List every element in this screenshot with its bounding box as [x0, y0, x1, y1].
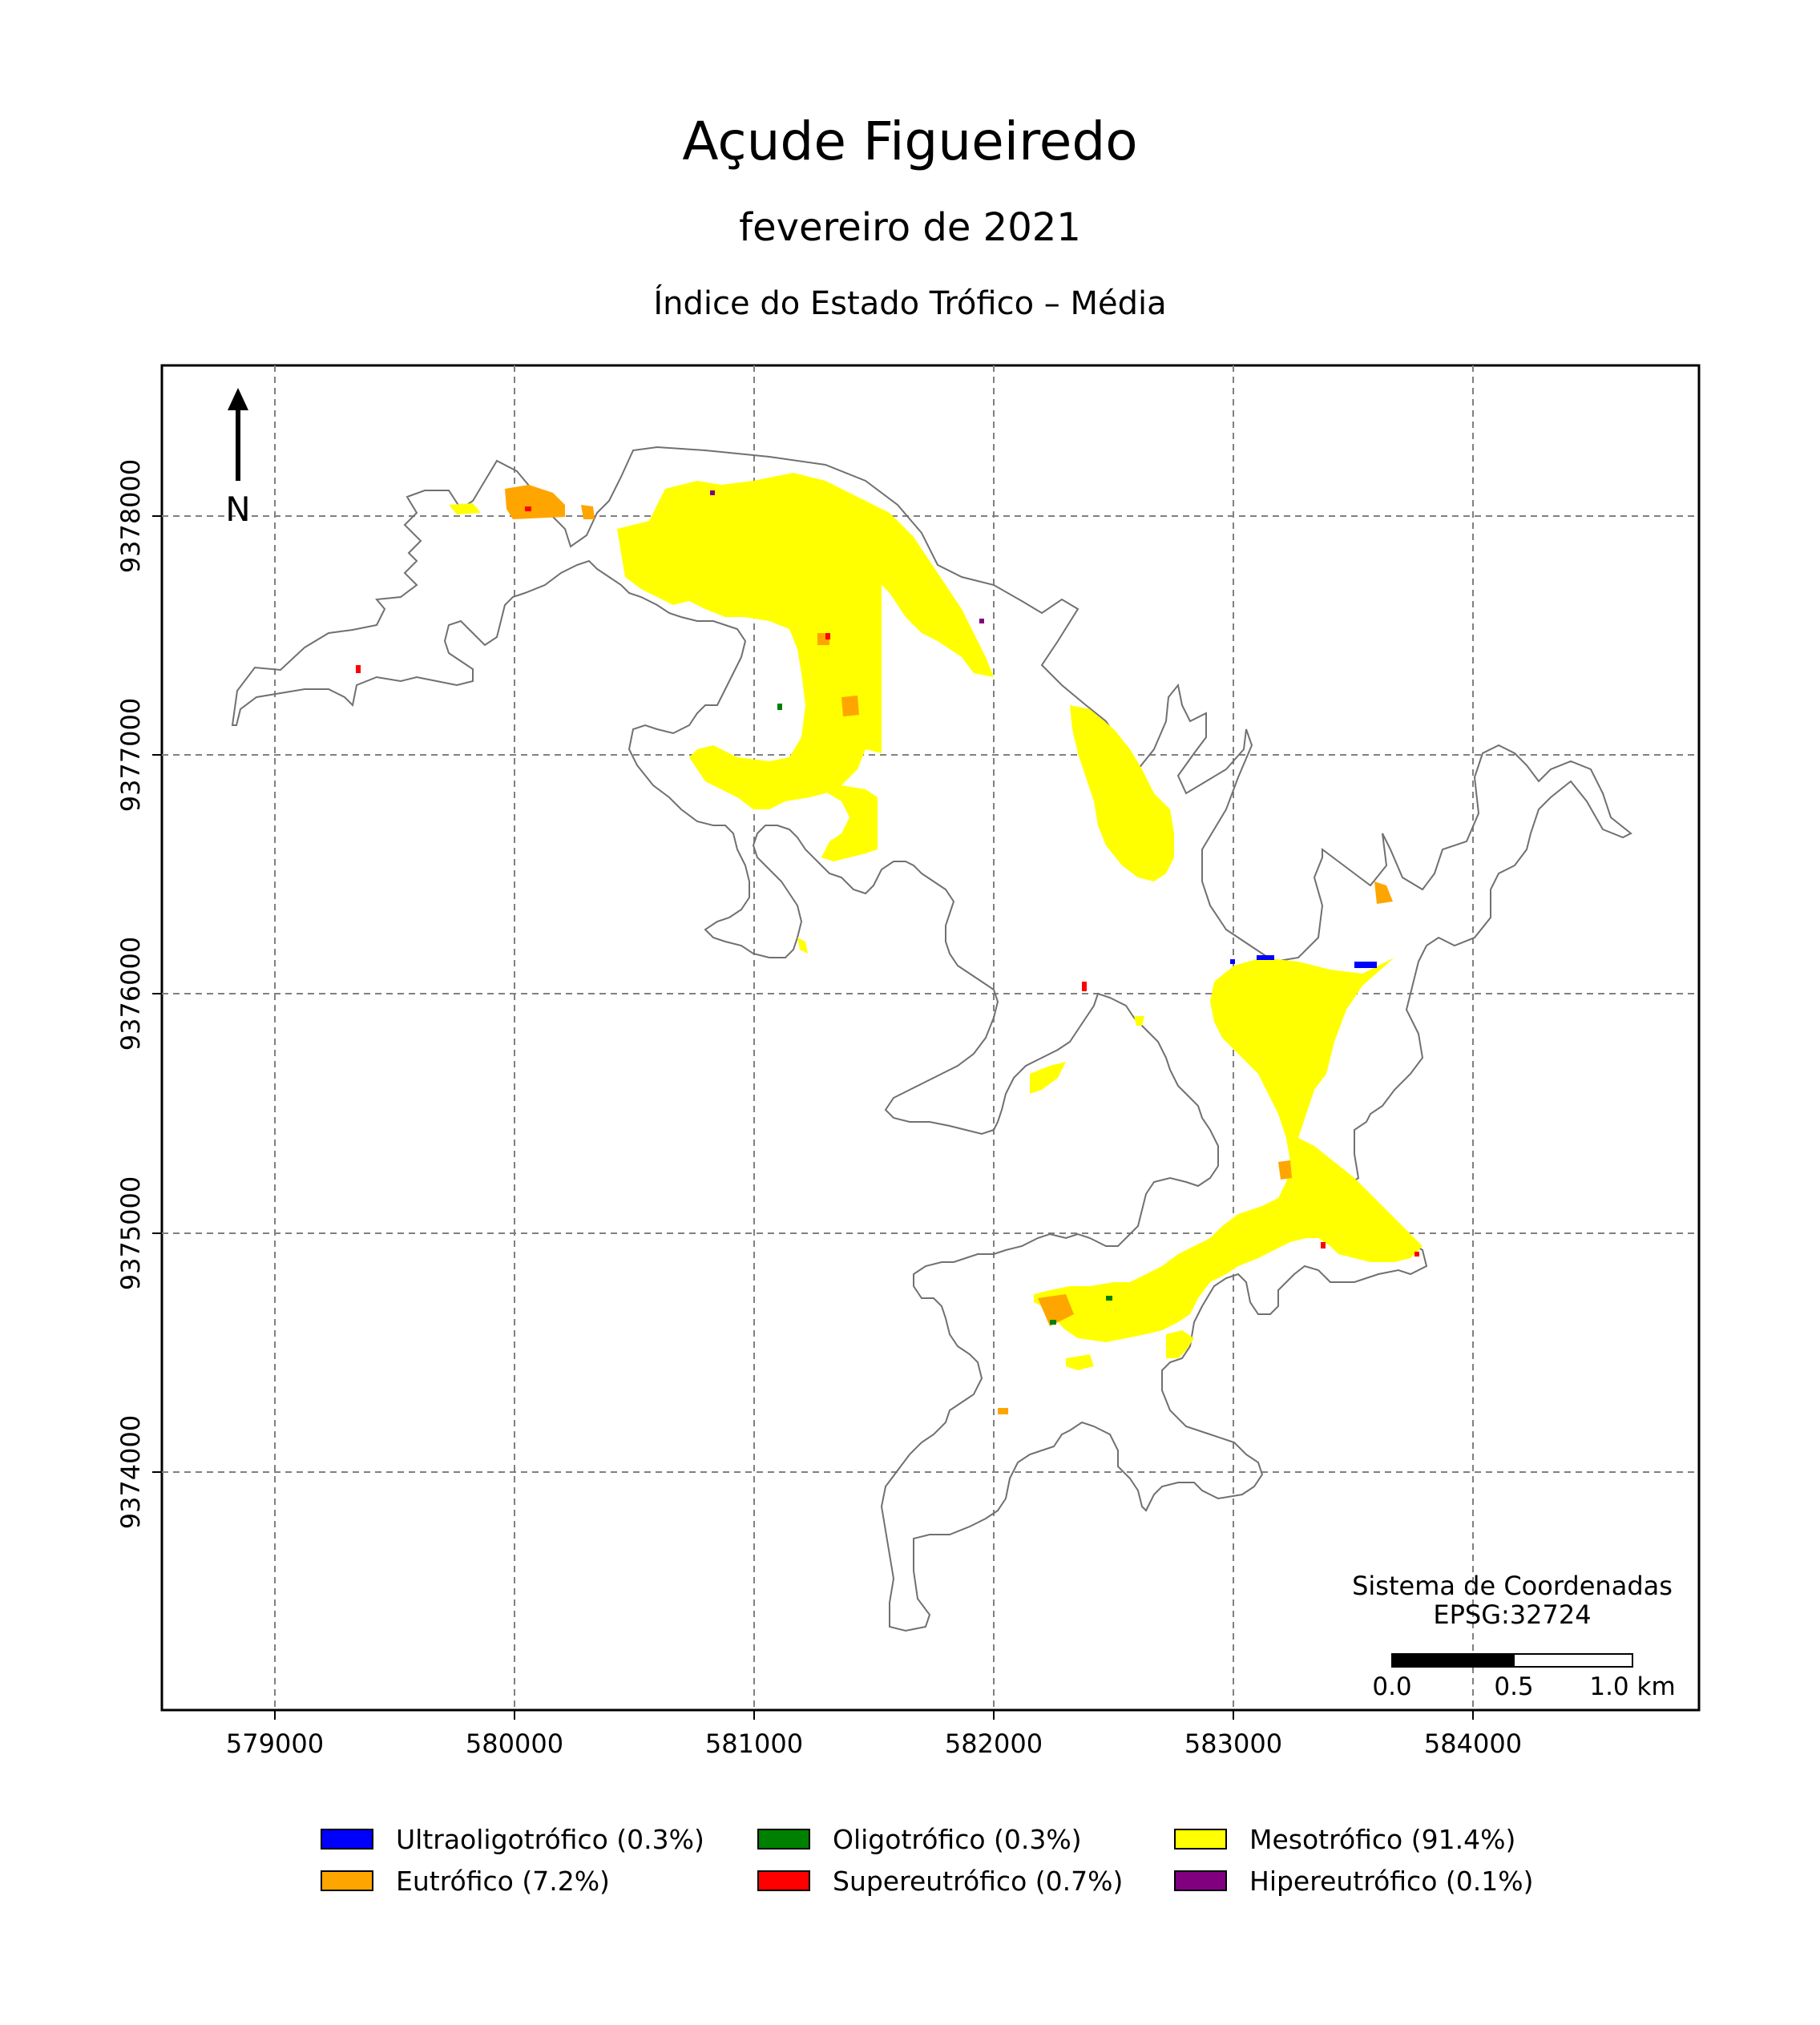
legend-item: Ultraoligotrófico (0.3%) — [321, 1819, 704, 1859]
mesotrophic-water-east-arm — [1070, 705, 1174, 881]
crs-label: Sistema de Coordenadas — [1352, 1571, 1673, 1601]
legend-label: Eutrófico (7.2%) — [396, 1865, 610, 1897]
legend-label: Mesotrófico (91.4%) — [1249, 1823, 1516, 1855]
supereutrophic-water-pixels — [825, 633, 830, 639]
mesotrophic-water-south — [1034, 958, 1423, 1342]
y-tick-label: 9378000 — [115, 459, 146, 574]
eutrophic-water-patch — [998, 1408, 1008, 1414]
scale-label: 1.0 km — [1589, 1672, 1675, 1701]
mesotrophic-water-north — [617, 473, 994, 809]
legend-swatch-hipereutrophic — [1174, 1870, 1227, 1891]
oligotrophic-water-pixels — [1106, 1296, 1112, 1301]
x-tick-label: 579000 — [226, 1729, 324, 1759]
legend-item: Oligotrófico (0.3%) — [757, 1819, 1082, 1859]
scale-bar-black-segment — [1391, 1653, 1515, 1668]
x-tick-label: 583000 — [1184, 1729, 1282, 1759]
reservoir-shoreline — [231, 446, 1632, 1632]
hipereutrophic-water-pixels — [710, 490, 715, 495]
legend-item: Eutrófico (7.2%) — [321, 1861, 610, 1901]
legend-label: Ultraoligotrófico (0.3%) — [396, 1823, 704, 1855]
mesotrophic-water-south-spur — [1166, 1330, 1194, 1358]
eutrophic-water-patch — [841, 696, 859, 716]
mesotrophic-water-patch — [1066, 1354, 1094, 1370]
y-tick-label: 9376000 — [115, 937, 146, 1051]
supereutrophic-water-pixels — [1321, 1242, 1326, 1248]
legend-label: Supereutrófico (0.7%) — [833, 1865, 1124, 1897]
scale-label: 0.5 — [1494, 1672, 1533, 1701]
north-arrow-head — [228, 388, 248, 410]
hipereutrophic-water-pixels — [979, 619, 984, 623]
eutrophic-water-patch — [505, 485, 565, 519]
crs-code: EPSG:32724 — [1433, 1599, 1591, 1630]
map-title: Açude Figueiredo — [682, 111, 1138, 172]
x-tick-label: 581000 — [705, 1729, 803, 1759]
supereutrophic-water-pixels — [356, 665, 361, 673]
supereutrophic-water-pixels — [1414, 1252, 1419, 1257]
ultraoligotrophic-water-pixels — [1257, 955, 1274, 960]
tick-marks — [152, 515, 1474, 1720]
gridlines — [162, 365, 1699, 1710]
mesotrophic-water-patch — [449, 503, 481, 514]
legend-swatch-mesotrophic — [1174, 1829, 1227, 1850]
eutrophic-water-patch — [1278, 1160, 1292, 1180]
legend-swatch-oligotrophic — [757, 1829, 810, 1850]
legend: Ultraoligotrófico (0.3%) Oligotrófico (0… — [321, 1819, 1571, 1915]
ultraoligotrophic-water-pixels — [1354, 962, 1377, 968]
scale-label: 0.0 — [1372, 1672, 1411, 1701]
supereutrophic-water-pixels — [1082, 982, 1087, 991]
mesotrophic-water-patch — [1030, 1062, 1066, 1094]
y-tick-label: 9377000 — [115, 698, 146, 813]
trophic-state-water — [356, 473, 1423, 1414]
mesotrophic-water-patch — [797, 938, 808, 954]
eutrophic-water-patch — [1374, 881, 1393, 904]
legend-swatch-supereutrophic — [757, 1870, 810, 1891]
legend-item: Hipereutrófico (0.1%) — [1174, 1861, 1533, 1901]
ultraoligotrophic-water-pixels — [1230, 959, 1235, 964]
mesotrophic-water-patch — [1134, 1016, 1144, 1026]
legend-swatch-ultraoligotrophic — [321, 1829, 373, 1850]
oligotrophic-water-pixels — [777, 704, 782, 710]
oligotrophic-water-pixels — [1050, 1320, 1056, 1325]
north-label: N — [225, 490, 250, 529]
north-arrow: N — [225, 388, 251, 529]
scale-bar: 0.0 0.5 1.0 km — [1372, 1653, 1676, 1701]
eutrophic-water-patch — [581, 505, 595, 519]
scale-bar-white-segment — [1513, 1653, 1633, 1668]
legend-label: Hipereutrófico (0.1%) — [1249, 1865, 1534, 1897]
x-tick-label: 580000 — [466, 1729, 563, 1759]
eutrophic-water-patch — [1038, 1294, 1074, 1326]
y-tick-label: 9374000 — [115, 1415, 146, 1530]
legend-label: Oligotrófico (0.3%) — [833, 1823, 1082, 1855]
legend-swatch-eutrophic — [321, 1870, 373, 1891]
legend-item: Mesotrófico (91.4%) — [1174, 1819, 1515, 1859]
supereutrophic-water-pixels — [525, 506, 531, 511]
legend-item: Supereutrófico (0.7%) — [757, 1861, 1123, 1901]
index-title: Índice do Estado Trófico – Média — [653, 285, 1167, 322]
x-tick-label: 582000 — [945, 1729, 1043, 1759]
y-tick-label: 9375000 — [115, 1176, 146, 1291]
mesotrophic-water-arm — [821, 785, 878, 861]
x-tick-label: 584000 — [1424, 1729, 1522, 1759]
map-subtitle: fevereiro de 2021 — [739, 205, 1081, 250]
